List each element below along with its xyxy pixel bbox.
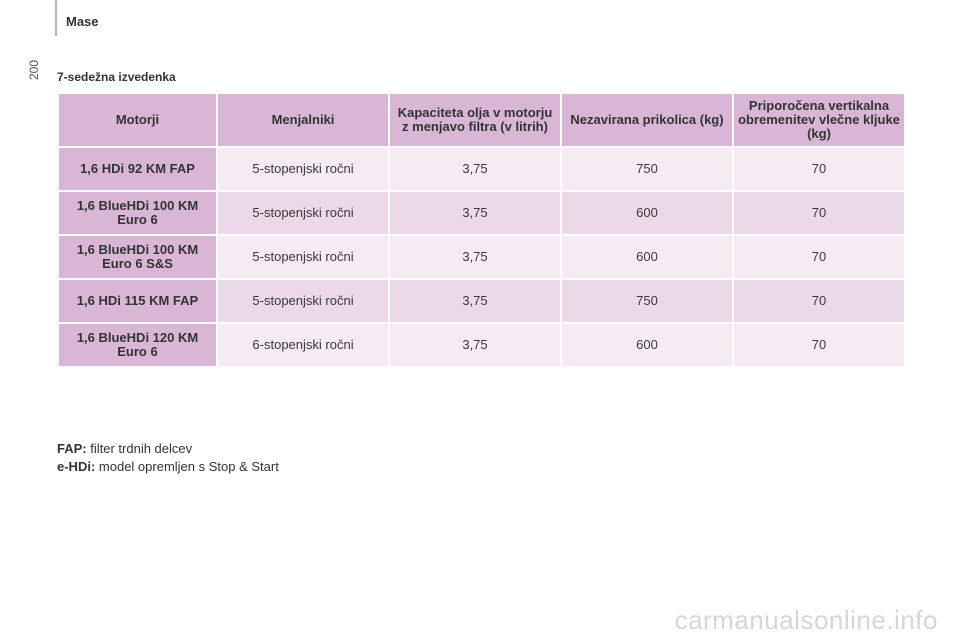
footnote-term: e-HDi: <box>57 459 96 474</box>
engine-cell: 1,6 BlueHDi 100 KM Euro 6 <box>57 190 218 236</box>
oil-capacity-cell: 3,75 <box>388 146 562 192</box>
towbar-load-cell: 70 <box>732 146 906 192</box>
oil-capacity-cell: 3,75 <box>388 322 562 368</box>
page-number: 200 <box>27 59 41 80</box>
footnotes: FAP: filter trdnih delcev e-HDi: model o… <box>57 440 279 476</box>
table-row: 1,6 BlueHDi 100 KM Euro 6 5-stopenjski r… <box>57 190 906 236</box>
engine-cell: 1,6 BlueHDi 100 KM Euro 6 S&S <box>57 234 218 280</box>
gearbox-cell: 5-stopenjski ročni <box>216 278 390 324</box>
unbraked-trailer-cell: 600 <box>560 234 734 280</box>
section-title: 7-sedežna izvedenka <box>57 70 176 84</box>
table-row: 1,6 HDi 92 KM FAP 5-stopenjski ročni 3,7… <box>57 146 906 192</box>
table-row: 1,6 BlueHDi 100 KM Euro 6 S&S 5-stopenjs… <box>57 234 906 280</box>
header-rule <box>55 0 57 36</box>
watermark: carmanualsonline.info <box>674 605 938 635</box>
oil-capacity-cell: 3,75 <box>388 278 562 324</box>
towbar-load-cell: 70 <box>732 278 906 324</box>
table-row: 1,6 HDi 115 KM FAP 5-stopenjski ročni 3,… <box>57 278 906 324</box>
column-header-gearbox: Menjalniki <box>216 92 390 148</box>
towbar-load-cell: 70 <box>732 234 906 280</box>
engine-cell: 1,6 HDi 92 KM FAP <box>57 146 218 192</box>
towbar-load-cell: 70 <box>732 190 906 236</box>
column-header-unbraked-trailer: Nezavirana prikolica (kg) <box>560 92 734 148</box>
engine-cell: 1,6 BlueHDi 120 KM Euro 6 <box>57 322 218 368</box>
gearbox-cell: 5-stopenjski ročni <box>216 190 390 236</box>
page-title: Mase <box>66 14 99 29</box>
gearbox-cell: 5-stopenjski ročni <box>216 146 390 192</box>
engine-cell: 1,6 HDi 115 KM FAP <box>57 278 218 324</box>
unbraked-trailer-cell: 750 <box>560 146 734 192</box>
table-row: 1,6 BlueHDi 120 KM Euro 6 6-stopenjski r… <box>57 322 906 368</box>
unbraked-trailer-cell: 600 <box>560 322 734 368</box>
gearbox-cell: 5-stopenjski ročni <box>216 234 390 280</box>
engine-spec-table: Motorji Menjalniki Kapaciteta olja v mot… <box>57 92 906 368</box>
unbraked-trailer-cell: 600 <box>560 190 734 236</box>
oil-capacity-cell: 3,75 <box>388 234 562 280</box>
footnote-text: filter trdnih delcev <box>90 441 193 456</box>
column-header-engines: Motorji <box>57 92 218 148</box>
column-header-oil-capacity: Kapaciteta olja v motorju z menjavo filt… <box>388 92 562 148</box>
table-header-row: Motorji Menjalniki Kapaciteta olja v mot… <box>57 92 906 148</box>
unbraked-trailer-cell: 750 <box>560 278 734 324</box>
footnote-item: e-HDi: model opremljen s Stop & Start <box>57 458 279 476</box>
footnote-text: model opremljen s Stop & Start <box>98 459 279 474</box>
footnote-term: FAP: <box>57 441 87 456</box>
column-header-towbar-load: Priporočena vertikalna obremenitev vlečn… <box>732 92 906 148</box>
oil-capacity-cell: 3,75 <box>388 190 562 236</box>
towbar-load-cell: 70 <box>732 322 906 368</box>
gearbox-cell: 6-stopenjski ročni <box>216 322 390 368</box>
footnote-item: FAP: filter trdnih delcev <box>57 440 279 458</box>
